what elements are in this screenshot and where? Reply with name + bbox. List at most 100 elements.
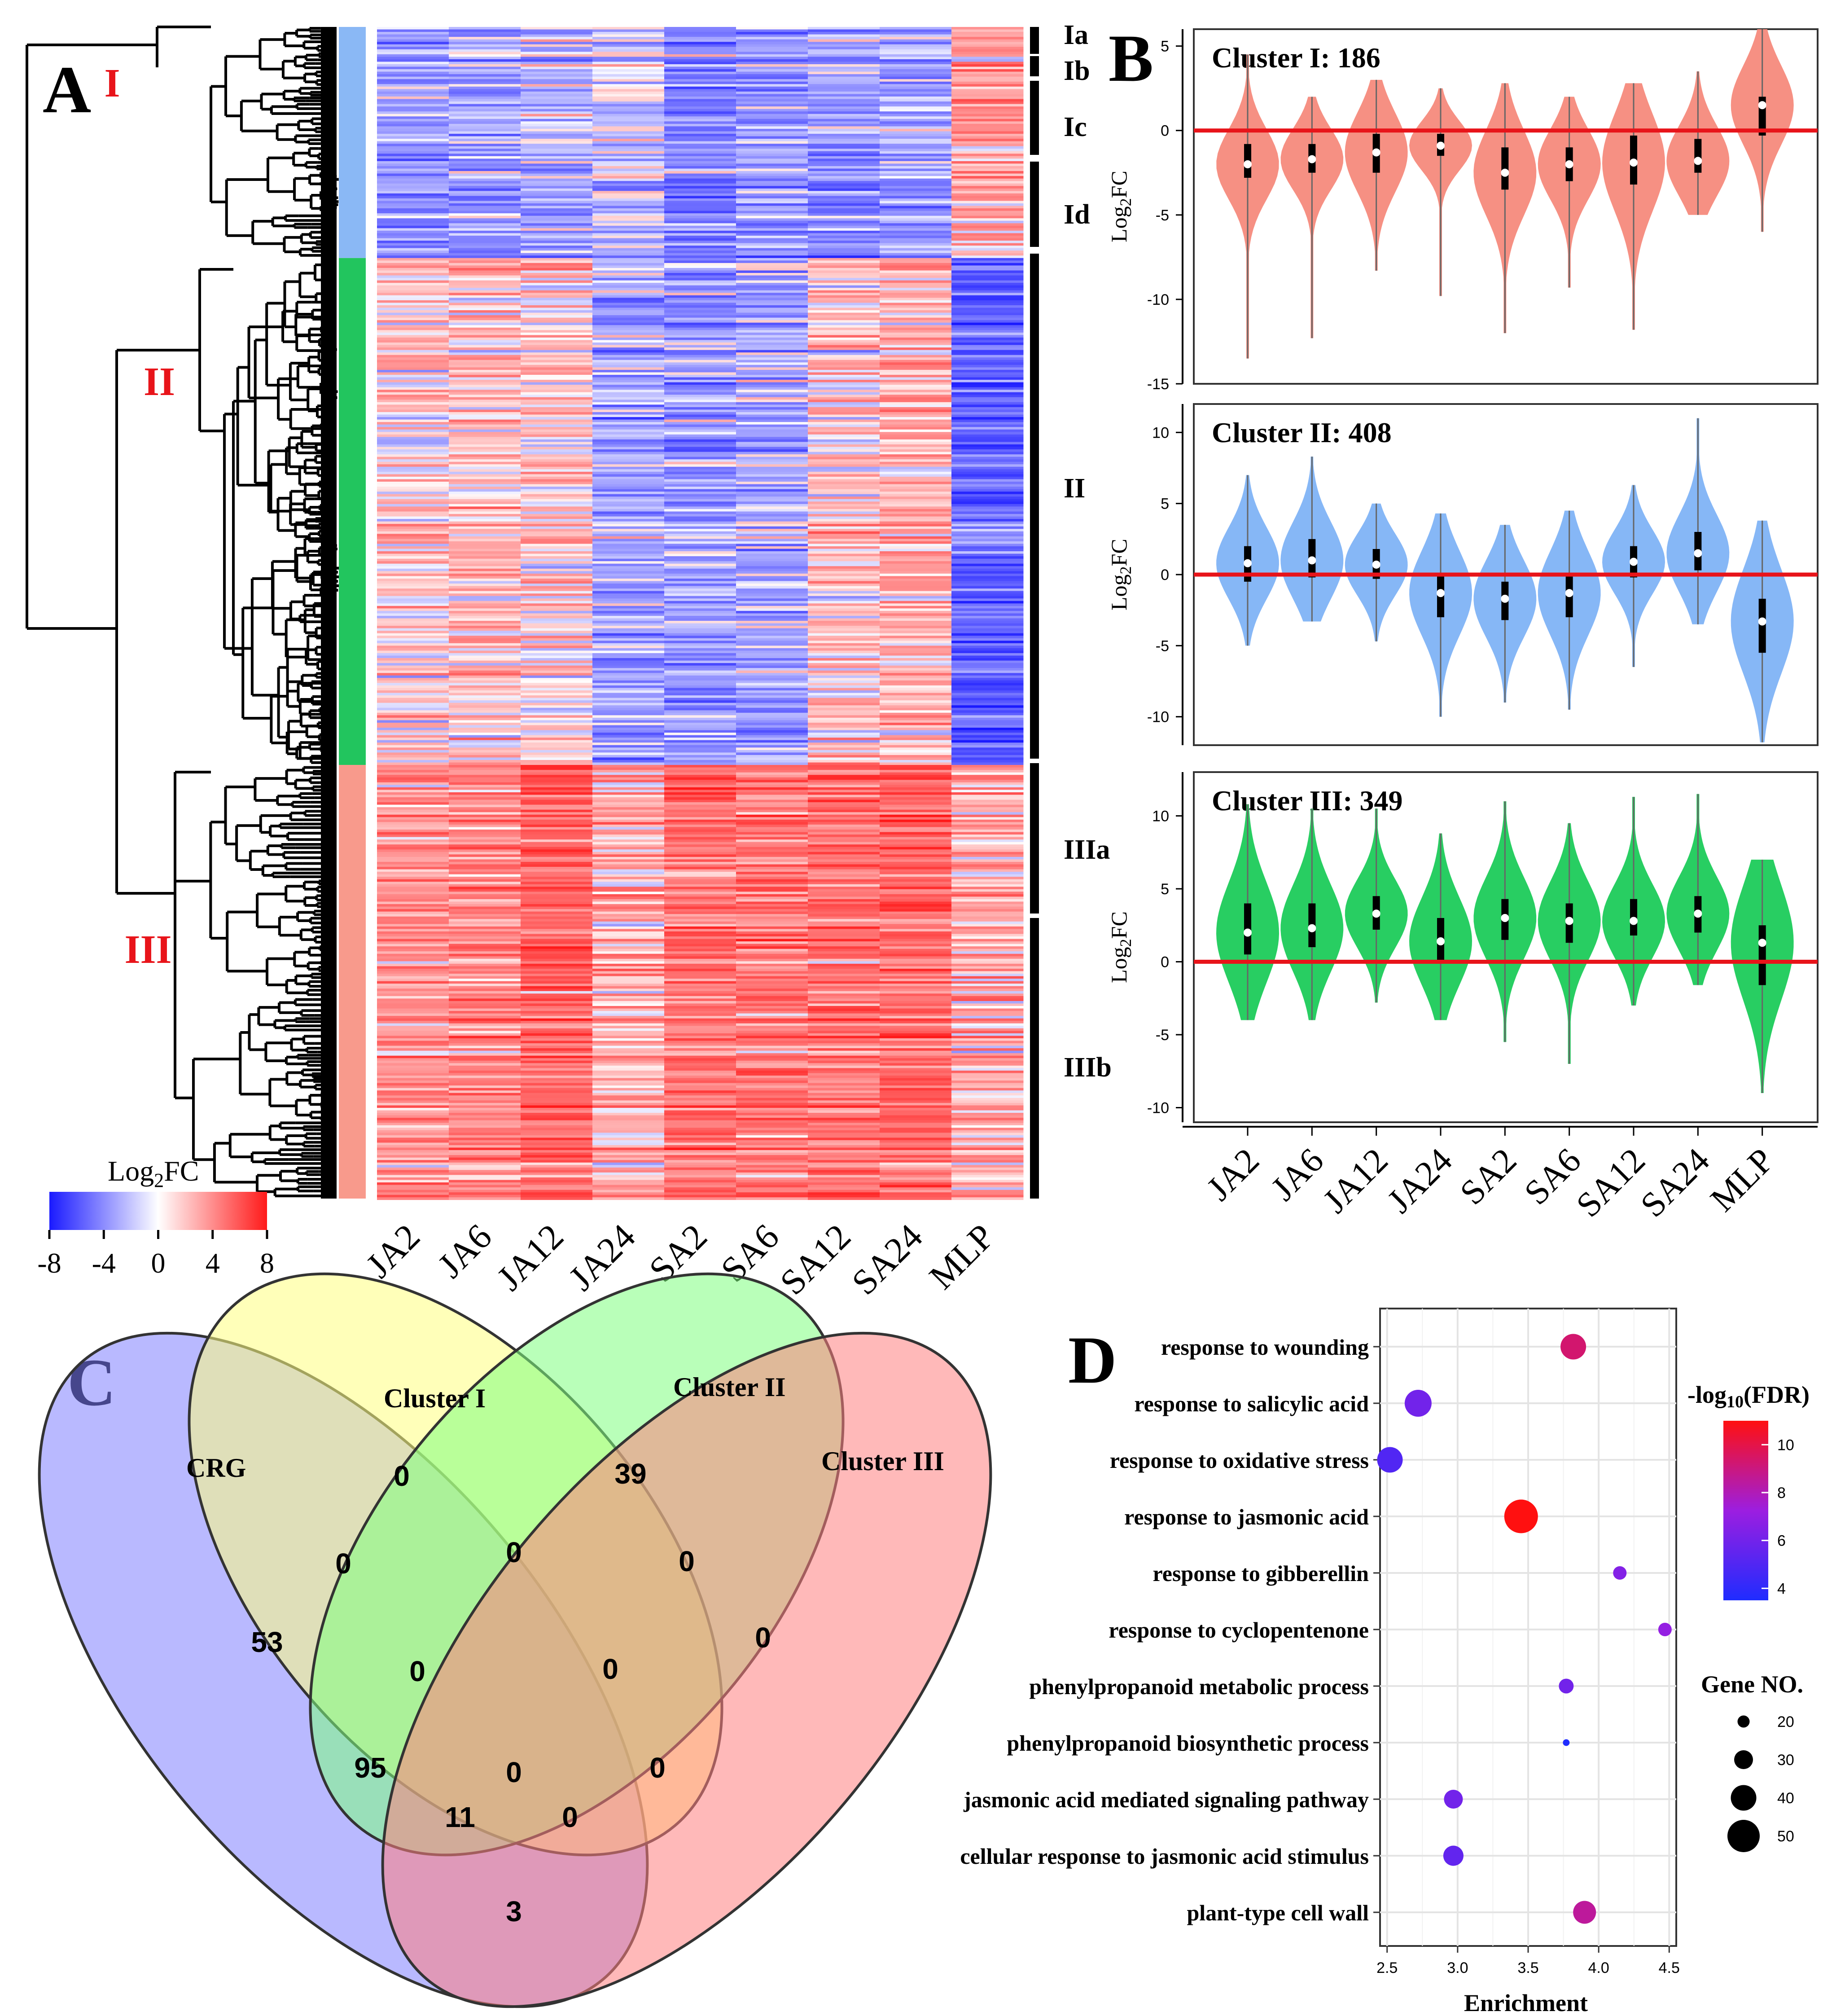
heatmap-cell <box>449 434 521 437</box>
heatmap-cell <box>951 248 1024 251</box>
heatmap-cell <box>449 658 521 661</box>
heatmap-cell <box>736 404 808 408</box>
heatmap-cell <box>808 521 880 524</box>
heatmap-cell <box>736 320 808 323</box>
heatmap-cell <box>521 974 593 976</box>
heatmap-cell <box>377 173 449 176</box>
heatmap-cell <box>880 745 952 748</box>
heatmap-cell <box>377 703 449 706</box>
heatmap-cell <box>449 469 521 472</box>
heatmap-cell <box>449 765 521 768</box>
heatmap-cell <box>521 864 593 867</box>
heatmap-cell <box>736 268 808 271</box>
heatmap-cell <box>808 1018 880 1021</box>
heatmap-cell <box>736 487 808 490</box>
heatmap-cell <box>951 494 1024 497</box>
heatmap-cell <box>808 762 880 765</box>
heatmap-cell <box>808 1023 880 1026</box>
heatmap-cell <box>736 449 808 452</box>
heatmap-cell <box>521 71 593 75</box>
heatmap-cell <box>880 961 952 964</box>
heatmap-cell <box>664 998 736 1001</box>
heatmap-cell <box>592 571 665 574</box>
heatmap-cell <box>449 593 521 597</box>
heatmap-cell <box>449 944 521 947</box>
heatmap-cell <box>808 487 880 490</box>
heatmap-cell <box>808 717 880 720</box>
heatmap-cell <box>449 675 521 678</box>
heatmap-cell <box>592 99 665 102</box>
heatmap-cell <box>951 593 1024 597</box>
heatmap-cell <box>808 285 880 288</box>
heatmap-cell <box>880 593 952 597</box>
heatmap-cell <box>951 228 1024 231</box>
heatmap-cell <box>449 809 521 813</box>
heatmap-cell <box>880 320 952 323</box>
heatmap-cell <box>808 442 880 445</box>
heatmap-cell <box>449 740 521 743</box>
heatmap-cell <box>951 509 1024 512</box>
cluster-i-bar <box>339 27 366 258</box>
heatmap-cell <box>664 225 736 228</box>
heatmap-cell <box>736 325 808 328</box>
heatmap-cell <box>521 894 593 897</box>
heatmap-cell <box>664 144 736 147</box>
heatmap-cell <box>808 842 880 845</box>
heatmap-cell <box>449 422 521 425</box>
heatmap-cell <box>521 374 593 378</box>
heatmap-cell <box>880 482 952 484</box>
heatmap-cell <box>592 648 665 651</box>
heatmap-cell <box>951 941 1024 944</box>
heatmap-cell <box>808 424 880 427</box>
heatmap-cell <box>521 539 593 542</box>
heatmap-cell <box>377 228 449 231</box>
heatmap-cell <box>880 193 952 196</box>
heatmap-cell <box>521 390 593 393</box>
heatmap-cell <box>736 397 808 400</box>
heatmap-cell <box>521 601 593 604</box>
heatmap-cell <box>808 966 880 969</box>
heatmap-cell <box>880 738 952 741</box>
heatmap-cell <box>664 765 736 768</box>
heatmap-cell <box>449 437 521 440</box>
heatmap-cell <box>880 1016 952 1019</box>
heatmap-cell <box>521 241 593 243</box>
heatmap-cell <box>521 188 593 191</box>
heatmap-cell <box>736 516 808 519</box>
heatmap-cell <box>951 171 1024 174</box>
heatmap-cell <box>449 173 521 176</box>
heatmap-cell <box>951 797 1024 800</box>
heatmap-cell <box>951 700 1024 703</box>
heatmap-cell <box>521 993 593 997</box>
heatmap-cell <box>951 958 1024 962</box>
heatmap-cell <box>449 745 521 748</box>
heatmap-cell <box>377 958 449 962</box>
heatmap-cell <box>736 407 808 410</box>
heatmap-cell <box>951 203 1024 206</box>
heatmap-cell <box>592 620 665 624</box>
heatmap-cell <box>592 69 665 72</box>
heatmap-cell <box>449 215 521 219</box>
heatmap-cell <box>592 854 665 857</box>
heatmap-cell <box>377 66 449 70</box>
heatmap-cell <box>377 1043 449 1046</box>
heatmap-cell <box>664 367 736 370</box>
heatmap-cell <box>736 1031 808 1034</box>
heatmap-cell <box>951 387 1024 390</box>
heatmap-cell <box>592 434 665 437</box>
heatmap-cell <box>880 96 952 99</box>
heatmap-cell <box>880 899 952 902</box>
heatmap-cell <box>521 824 593 827</box>
heatmap-cell <box>377 1001 449 1004</box>
heatmap-cell <box>736 1013 808 1016</box>
heatmap-cell <box>592 233 665 236</box>
heatmap-cell <box>377 253 449 256</box>
heatmap-cell <box>880 492 952 495</box>
heatmap-cell <box>880 139 952 142</box>
heatmap-cell <box>377 549 449 552</box>
heatmap-cell <box>736 827 808 830</box>
heatmap-cell <box>664 740 736 743</box>
heatmap-cell <box>951 742 1024 746</box>
heatmap-cell <box>808 849 880 852</box>
heatmap-cell <box>592 457 665 460</box>
